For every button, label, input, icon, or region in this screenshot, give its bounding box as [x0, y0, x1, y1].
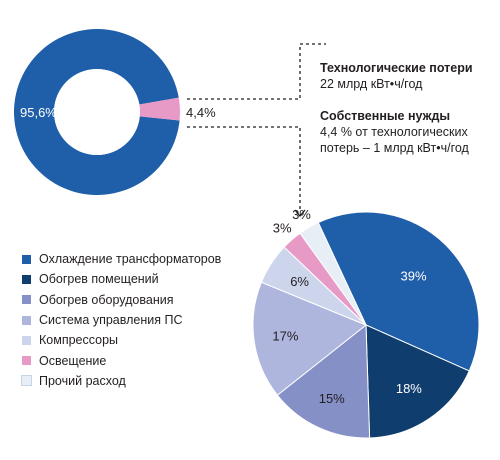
own-needs-note-title: Собственные нужды — [320, 109, 451, 123]
legend-item: Обогрев помещений — [22, 269, 221, 289]
legend-item: Компрессоры — [22, 330, 221, 350]
legend-label: Обогрев помещений — [39, 272, 159, 287]
legend-label: Система управления ПС — [39, 313, 183, 328]
donut-label-main: 95,6% — [20, 105, 57, 120]
legend-swatch — [22, 335, 31, 345]
legend-item: Прочий расход — [21, 371, 221, 391]
pie-slice-label: 6% — [290, 274, 309, 289]
legend-swatch — [22, 274, 31, 284]
own-needs-pie-chart: 39%18%15%17%6%3%3% — [252, 207, 480, 439]
connector-arrow-head — [294, 209, 306, 218]
legend-swatch — [21, 375, 32, 387]
pie-slice-label: 39% — [401, 269, 427, 284]
legend-label: Обогрев оборудования — [39, 292, 174, 307]
legend-item: Освещение — [22, 350, 221, 370]
pie-slice-label: 18% — [396, 381, 422, 396]
legend-swatch — [22, 254, 31, 264]
legend-swatch — [22, 356, 31, 366]
legend-swatch — [22, 295, 31, 305]
donut-slice — [14, 28, 180, 195]
legend-item: Система управления ПС — [22, 310, 221, 330]
callout-connector — [187, 43, 326, 218]
pie-slice-label: 17% — [272, 328, 298, 343]
pie-slice — [276, 323, 371, 439]
legend-item: Охлаждение трансформаторов — [22, 249, 221, 269]
legend-label: Охлаждение трансформаторов — [39, 252, 222, 267]
legend-label: Прочий расход — [39, 373, 126, 388]
pie-legend: Охлаждение трансформаторов Обогрев помещ… — [21, 249, 221, 391]
pie-slice — [252, 281, 367, 396]
connector-line-top — [187, 43, 326, 100]
pie-slice — [299, 221, 367, 326]
own-needs-note: Собственные нужды 4,4 % от технологическ… — [320, 108, 469, 156]
pie-slice — [317, 211, 480, 372]
own-needs-note-line2: потерь – 1 млрд кВт•ч/год — [320, 141, 469, 155]
donut-label-small: 4,4% — [186, 105, 216, 120]
own-needs-note-line1: 4,4 % от технологических — [320, 125, 468, 139]
losses-note-text: 22 млрд кВт•ч/год — [320, 77, 423, 91]
pie-slice-label: 15% — [319, 391, 345, 406]
legend-swatch — [22, 315, 31, 325]
legend-label: Освещение — [39, 353, 107, 368]
pie-slice — [365, 324, 470, 439]
donut-slice — [139, 97, 180, 121]
losses-note: Технологические потери 22 млрд кВт•ч/год — [320, 60, 473, 92]
donut-hole — [54, 69, 140, 155]
pie-slice-label: 3% — [273, 221, 292, 236]
losses-note-title: Технологические потери — [320, 61, 473, 75]
share-donut-chart: 95,6% 4,4% — [14, 28, 216, 195]
legend-item: Обогрев оборудования — [22, 290, 221, 310]
connector-line-bottom — [187, 126, 301, 210]
legend-label: Компрессоры — [39, 333, 119, 348]
